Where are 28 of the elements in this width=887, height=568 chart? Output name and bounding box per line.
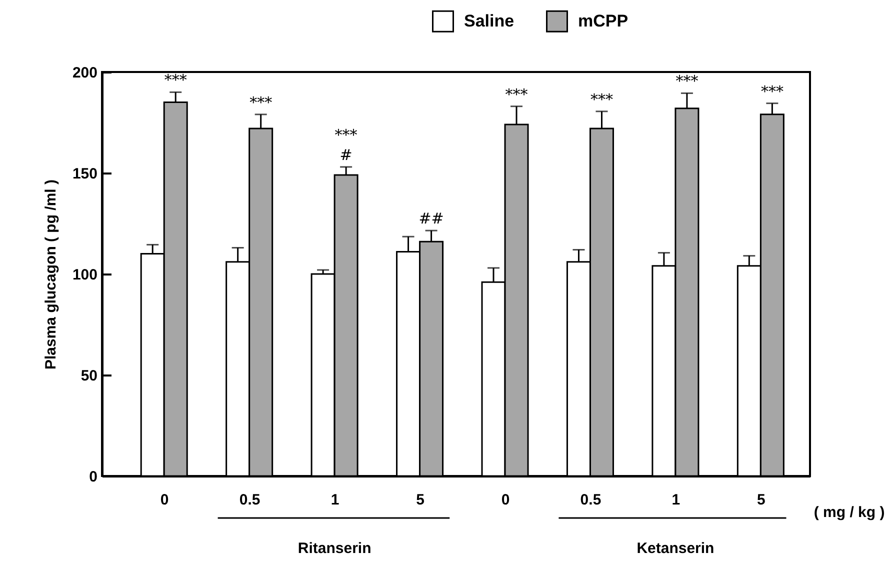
text: Ritanserin <box>298 540 372 557</box>
text: *** <box>334 126 358 144</box>
x-tick-label: 5 <box>416 492 424 508</box>
data-label: *** <box>760 82 784 100</box>
y-tick-label: 100 <box>72 266 98 284</box>
data-label: *** <box>164 71 188 90</box>
data-label: ## <box>418 210 444 228</box>
y-tick-label: 150 <box>72 166 98 182</box>
x-tick-label: 0 <box>501 492 510 508</box>
y-tick-label: 0 <box>89 468 98 486</box>
legend-label: Saline <box>464 11 514 30</box>
text: Ketanserin <box>636 540 714 557</box>
y-tick-label: 200 <box>72 64 98 82</box>
data-label: *** <box>676 72 699 90</box>
x-tick-label: 0.5 <box>580 492 602 508</box>
y-tick-label: 50 <box>80 368 98 384</box>
data-label: *** <box>590 90 614 108</box>
y-axis-title: Plasma glucagon ( pg /ml ) <box>42 179 60 370</box>
data-label: *** <box>250 93 273 112</box>
text: ( mg / kg ) <box>814 504 885 521</box>
x-tick-label: 5 <box>757 492 766 508</box>
x-tick-label: 1 <box>330 492 340 508</box>
data-label: *** <box>505 85 528 104</box>
text: # <box>340 146 352 164</box>
x-tick-label: 1 <box>672 492 680 508</box>
legend-label: mCPP <box>578 11 628 30</box>
x-tick-label: 0 <box>160 492 169 508</box>
x-tick-label: 0.5 <box>239 492 260 508</box>
